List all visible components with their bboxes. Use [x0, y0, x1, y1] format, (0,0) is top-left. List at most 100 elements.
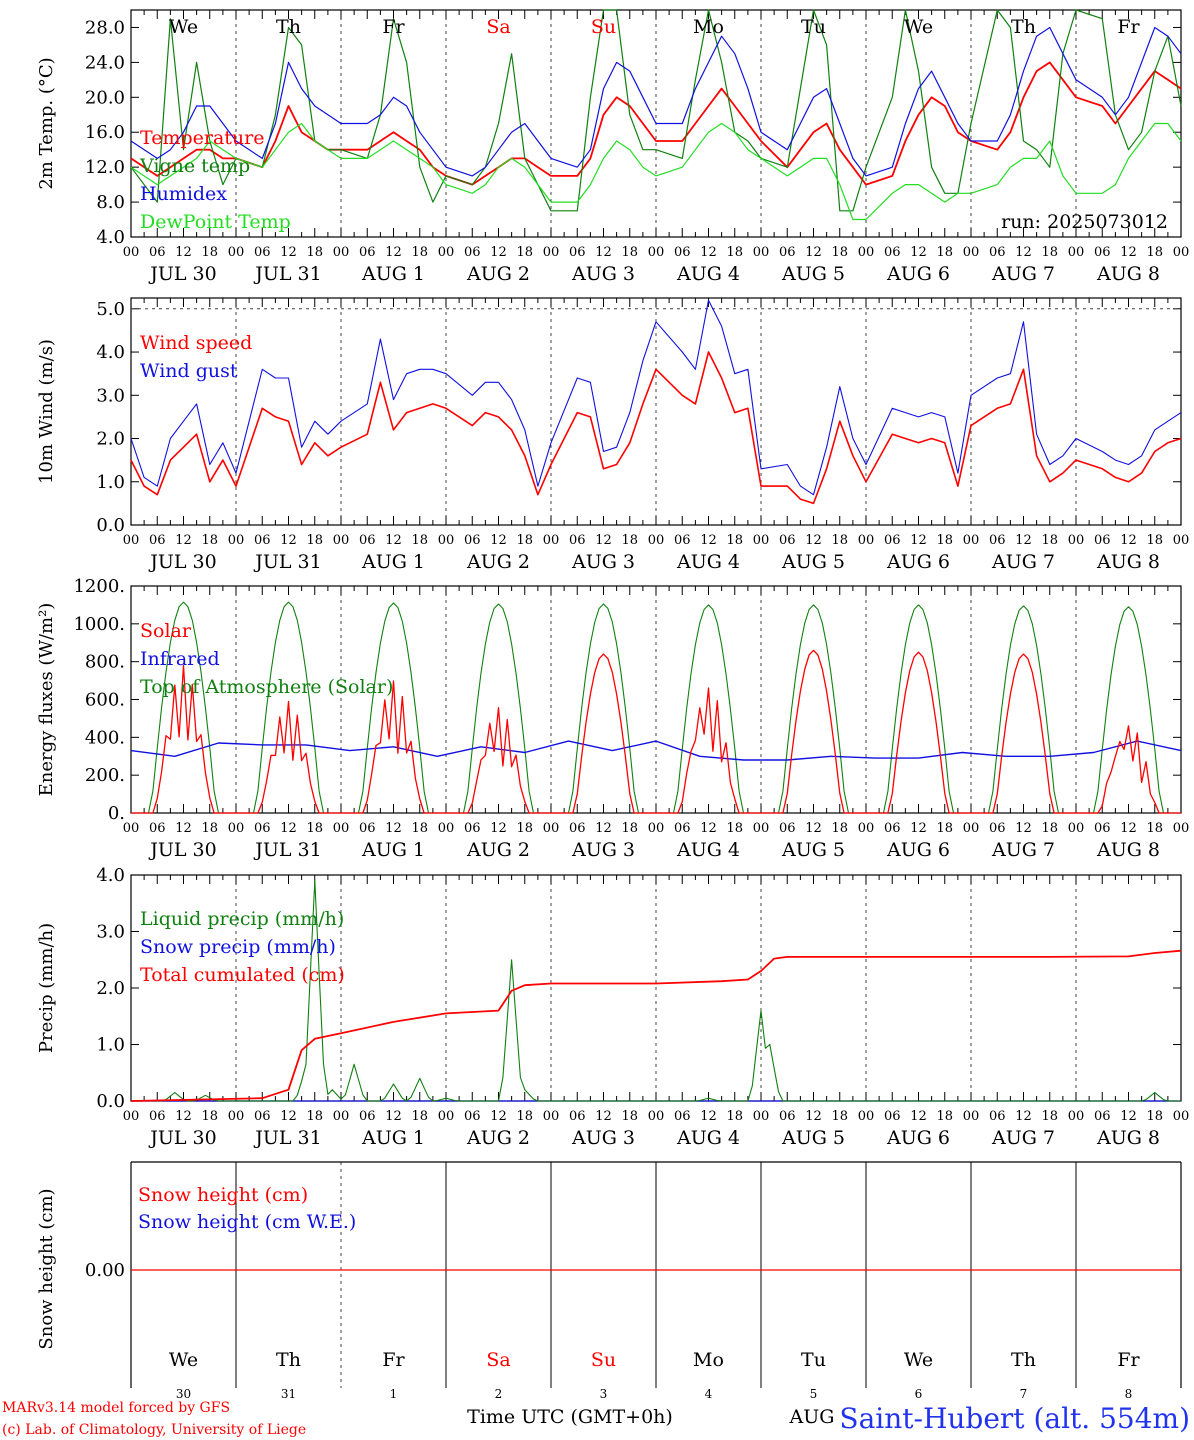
date-label: AUG 8 [1096, 1127, 1160, 1149]
hour-tick-label: 12 [700, 245, 717, 260]
hour-tick-label: 00 [228, 821, 245, 836]
series-line [130, 122, 1182, 221]
hour-tick-label: 18 [201, 1109, 218, 1124]
hour-tick-label: 06 [989, 821, 1006, 836]
hour-tick-label: 00 [438, 821, 455, 836]
day-number: 3 [600, 1387, 608, 1401]
date-label: AUG 6 [886, 551, 950, 573]
hour-tick-label: 00 [963, 821, 980, 836]
date-label: AUG 5 [781, 263, 845, 285]
hour-tick-label: 06 [254, 821, 271, 836]
hour-tick-label: 12 [1015, 245, 1032, 260]
hour-tick-label: 18 [201, 821, 218, 836]
hour-tick-label: 18 [831, 245, 848, 260]
date-label: AUG 3 [571, 551, 635, 573]
date-label: JUL 30 [148, 839, 216, 861]
legend-entry: Temperature [140, 127, 264, 149]
hour-tick-label: 06 [254, 245, 271, 260]
hour-tick-label: 18 [1146, 821, 1163, 836]
y-tick-label: 200. [85, 765, 125, 786]
day-name: Fr [382, 1349, 405, 1371]
y-tick-label: 2.0 [96, 429, 125, 450]
day-name: Th [1011, 16, 1036, 38]
hour-tick-label: 18 [201, 245, 218, 260]
series-line [130, 299, 1182, 496]
hour-tick-label: 00 [963, 533, 980, 548]
hour-tick-label: 18 [936, 1109, 953, 1124]
hour-tick-label: 12 [805, 533, 822, 548]
hour-tick-label: 18 [936, 533, 953, 548]
y-tick-label: 2.0 [96, 978, 125, 999]
day-name: Su [591, 16, 616, 38]
hour-tick-label: 12 [175, 821, 192, 836]
hour-tick-label: 06 [569, 245, 586, 260]
hour-tick-label: 12 [1015, 1109, 1032, 1124]
y-tick-label: 4.0 [96, 342, 125, 363]
hour-tick-label: 06 [359, 1109, 376, 1124]
hour-tick-label: 06 [779, 245, 796, 260]
date-label: AUG 2 [466, 839, 530, 861]
hour-tick-label: 06 [149, 245, 166, 260]
hour-tick-label: 06 [884, 245, 901, 260]
date-label: AUG 4 [676, 1127, 740, 1149]
hour-tick-label: 12 [595, 821, 612, 836]
hour-tick-label: 06 [149, 1109, 166, 1124]
legend-entry: Humidex [140, 183, 227, 205]
hour-tick-label: 12 [910, 245, 927, 260]
day-name: We [904, 16, 933, 38]
hour-tick-label: 00 [753, 1109, 770, 1124]
hour-tick-label: 18 [306, 821, 323, 836]
hour-tick-label: 18 [1041, 821, 1058, 836]
day-number: 30 [176, 1387, 191, 1401]
y-axis-title: Precip (mm/h) [36, 923, 57, 1053]
hour-tick-label: 12 [385, 821, 402, 836]
y-tick-label: 20.0 [85, 87, 125, 108]
hour-tick-label: 00 [333, 533, 350, 548]
hour-tick-label: 18 [726, 245, 743, 260]
hour-tick-label: 06 [569, 533, 586, 548]
hour-tick-label: 18 [621, 533, 638, 548]
hour-tick-label: 12 [490, 533, 507, 548]
hour-tick-label: 06 [359, 821, 376, 836]
day-name: We [904, 1349, 933, 1371]
day-name: Sa [486, 1349, 510, 1371]
date-label: JUL 31 [253, 551, 321, 573]
day-name: We [169, 16, 198, 38]
y-axis-title: Energy fluxes (W/m²) [36, 603, 57, 797]
legend-entry: Total cumulated (cm) [140, 964, 345, 986]
y-tick-label: 5.0 [96, 299, 125, 320]
hour-tick-label: 18 [936, 821, 953, 836]
hour-tick-label: 00 [858, 821, 875, 836]
hour-tick-label: 00 [543, 245, 560, 260]
y-tick-label: 4.0 [96, 227, 125, 248]
hour-tick-label: 12 [175, 1109, 192, 1124]
y-axis-title: 2m Temp. (°C) [36, 57, 57, 189]
hour-tick-label: 00 [333, 245, 350, 260]
hour-tick-label: 18 [306, 245, 323, 260]
date-label: AUG 8 [1096, 551, 1160, 573]
day-name: Fr [1117, 1349, 1140, 1371]
day-name: Su [591, 1349, 616, 1371]
hour-tick-label: 00 [648, 821, 665, 836]
hour-tick-label: 12 [490, 1109, 507, 1124]
series-line [130, 26, 1182, 177]
hour-tick-label: 12 [805, 1109, 822, 1124]
date-label: AUG 2 [466, 1127, 530, 1149]
hour-tick-label: 00 [438, 533, 455, 548]
hour-tick-label: 18 [621, 245, 638, 260]
lab-credit: (c) Lab. of Climatology, University of L… [2, 1422, 306, 1438]
date-label: AUG 7 [991, 551, 1055, 573]
precipitation-panel: 00 06 12 18 00 06 12 18 00 06 12 18 00 06 12 18 00 06 12 18… [36, 865, 1189, 1149]
series-line [131, 649, 1181, 814]
hour-tick-label: 00 [1068, 1109, 1085, 1124]
hour-tick-label: 00 [123, 245, 140, 260]
legend-entry: Top of Atmosphere (Solar) [140, 676, 393, 698]
y-tick-label: 0. [108, 803, 125, 824]
y-tick-label: 16.0 [85, 122, 125, 143]
date-label: AUG 7 [991, 1127, 1055, 1149]
y-tick-label: 3.0 [96, 922, 125, 943]
hour-tick-label: 12 [280, 245, 297, 260]
date-label: AUG 3 [571, 1127, 635, 1149]
legend-entry: Wind gust [140, 360, 238, 382]
day-name: Tu [801, 16, 826, 38]
